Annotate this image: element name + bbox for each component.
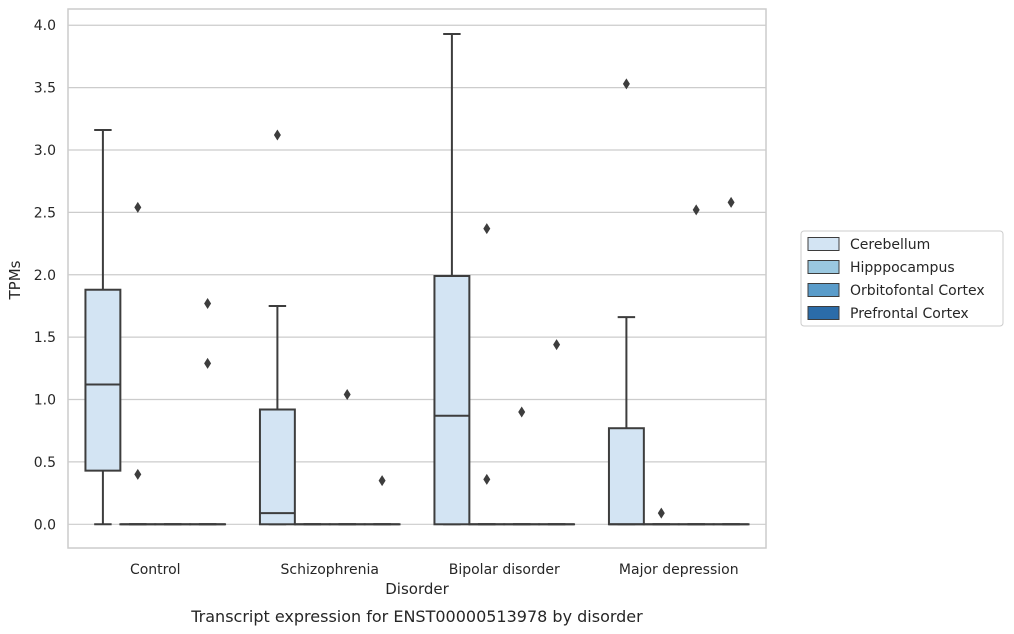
box-cerebellum: [84, 129, 122, 526]
x-tick-label: Bipolar disorder: [449, 562, 560, 578]
y-tick-label: 1.5: [34, 330, 56, 346]
outlier-point: [134, 201, 142, 213]
legend: Cerebellum Hipppocampus Orbitofontal Corte…: [800, 230, 1004, 327]
x-tick-label: Major depression: [619, 562, 739, 578]
y-tick-label: 2.0: [34, 268, 56, 284]
y-axis-label: TPMs: [6, 260, 24, 300]
box-iqr: [84, 288, 122, 472]
y-tick-label: 3.5: [34, 81, 56, 97]
box-prefrontal-cortex: [189, 297, 227, 526]
legend-frame: [800, 230, 1004, 327]
box-iqr: [433, 275, 471, 526]
outlier-point: [553, 339, 561, 351]
box-cerebellum: [433, 32, 471, 526]
chart-caption: Transcript expression for ENST0000051397…: [190, 607, 643, 626]
x-tick-label: Control: [130, 562, 181, 578]
y-tick-label: 1.0: [34, 393, 56, 409]
y-tick-label: 2.5: [34, 205, 56, 221]
outlier-point: [518, 406, 526, 418]
box-prefrontal-cortex: [538, 339, 576, 526]
outlier-point: [692, 204, 700, 216]
outlier-point: [204, 297, 212, 309]
gridlines: [68, 24, 766, 525]
box-orbitofontal-cortex: [503, 406, 541, 526]
y-tick-label: 0.5: [34, 455, 56, 471]
y-tick-label: 0.0: [34, 517, 56, 533]
box-hipppocampus: [642, 507, 680, 526]
legend-label: Cerebellum: [850, 237, 930, 253]
legend-swatch: [807, 306, 840, 320]
box-cerebellum: [258, 129, 296, 526]
box-cerebellum: [607, 78, 645, 526]
box-orbitofontal-cortex: [677, 204, 715, 526]
y-tick-label: 4.0: [34, 18, 56, 34]
legend-swatch: [807, 260, 840, 274]
outlier-point: [657, 507, 665, 519]
outlier-point: [343, 389, 351, 401]
legend-swatch: [807, 237, 840, 251]
outlier-point: [622, 78, 630, 90]
legend-label: Orbitofontal Cortex: [850, 283, 985, 299]
box-iqr: [607, 427, 645, 526]
box-iqr: [258, 408, 296, 526]
box-hipppocampus: [119, 201, 157, 526]
x-axis-label: Disorder: [385, 580, 449, 598]
outlier-point: [483, 223, 491, 235]
box-prefrontal-cortex: [363, 475, 401, 526]
plot-frame: [67, 8, 767, 549]
x-axis-ticks: Control Schizophrenia Bipolar disorder Majo…: [130, 562, 739, 578]
y-tick-label: 3.0: [34, 143, 56, 159]
y-axis-ticks: 0.0 0.5 1.0 1.5 2.0 2.5 3.0 3.5 4.0: [34, 18, 56, 533]
x-tick-label: Schizophrenia: [281, 562, 379, 578]
legend-label: Hipppocampus: [850, 260, 955, 276]
box-prefrontal-cortex: [712, 196, 750, 526]
legend-swatch: [807, 283, 840, 297]
outlier-point: [273, 129, 281, 141]
outlier-point: [204, 357, 212, 369]
box-groups: [84, 32, 750, 526]
outlier-point: [378, 475, 386, 487]
outlier-point: [483, 473, 491, 485]
outlier-point: [727, 196, 735, 208]
box-orbitofontal-cortex: [328, 389, 366, 526]
outlier-point: [134, 468, 142, 480]
legend-label: Prefrontal Cortex: [850, 306, 969, 322]
box-hipppocampus: [468, 223, 506, 526]
